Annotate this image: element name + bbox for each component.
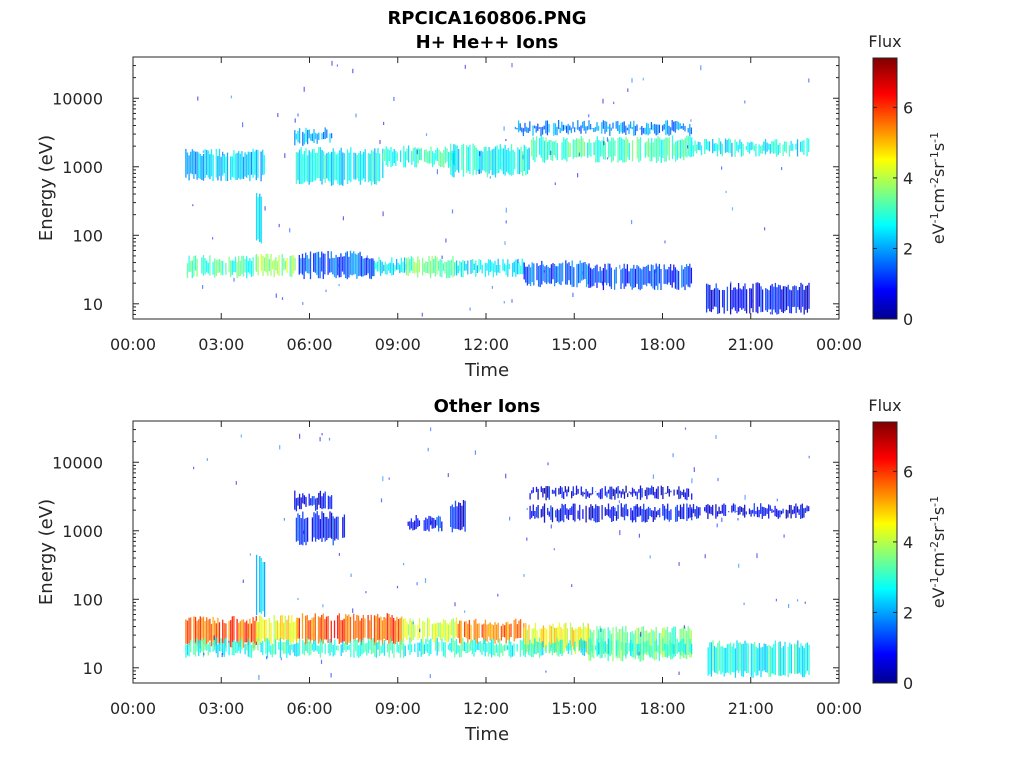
flux-band (455, 258, 525, 278)
flux-band (457, 618, 525, 645)
flux-band (295, 147, 384, 186)
flux-band (185, 637, 693, 658)
panel-title: H+ He++ Ions (416, 32, 559, 53)
flux-band (407, 515, 443, 532)
x-tick-label: 00:00 (110, 699, 156, 718)
flux-band (255, 253, 296, 278)
flux-band (255, 615, 298, 646)
flux-band (450, 143, 530, 178)
flux-band (297, 613, 403, 646)
x-tick-label: 15:00 (551, 335, 597, 354)
x-tick-label: 03:00 (198, 699, 244, 718)
colorbar-tick-label: 0 (903, 674, 913, 693)
y-tick-label: 10 (83, 659, 103, 678)
y-tick-label: 1000 (62, 522, 103, 541)
panel-h-he-ions: H+ He++ Ions 00:00 03:00 06:00 09:00 12:00 15… (36, 32, 948, 381)
flux-band (185, 148, 265, 182)
x-tick-label: 12:00 (463, 699, 509, 718)
panel-title: Other Ions (434, 396, 541, 417)
y-tick-label: 10 (83, 295, 103, 314)
flux-band (382, 145, 456, 168)
x-axis: 00:00 03:00 06:00 09:00 12:00 15:00 18:00 21:00… (110, 421, 862, 718)
flux-band (255, 193, 263, 244)
spectrogram-noise (193, 427, 810, 680)
colorbar-title: Flux (868, 396, 901, 415)
y-axis: 10 100 1000 10000 (52, 420, 839, 684)
colorbar-tick-label: 6 (903, 462, 913, 481)
flux-band (186, 255, 257, 279)
colorbar-label: eV-1cm-2sr-1s-1 (928, 132, 949, 244)
x-tick-label: 15:00 (551, 699, 597, 718)
x-tick-label: 21:00 (728, 335, 774, 354)
colorbar-tick-label: 0 (903, 310, 913, 329)
y-tick-label: 1000 (62, 158, 103, 177)
x-tick-label: 06:00 (286, 699, 332, 718)
flux-band (295, 511, 346, 546)
flux-band (298, 250, 374, 280)
flux-band (529, 503, 693, 523)
spectrogram-area (185, 120, 810, 315)
flux-band (691, 137, 810, 157)
x-axis-label: Time (464, 724, 509, 745)
colorbar-tick-label: 2 (903, 239, 913, 258)
colorbar (872, 57, 898, 320)
x-tick-label: 21:00 (728, 699, 774, 718)
flux-band (255, 554, 266, 617)
y-tick-label: 100 (72, 226, 103, 245)
flux-band (514, 120, 693, 137)
flux-band (373, 257, 407, 277)
y-axis: 10 100 1000 10000 (52, 56, 839, 320)
flux-band (294, 127, 333, 146)
y-axis-label: Energy (eV) (36, 135, 57, 241)
colorbar-ticks: 0 2 4 6 (873, 98, 913, 329)
flux-band (588, 263, 693, 291)
flux-band (531, 135, 693, 163)
x-tick-label: 03:00 (198, 335, 244, 354)
colorbar-tick-label: 4 (903, 169, 913, 188)
x-axis-label: Time (464, 360, 509, 381)
x-tick-label: 09:00 (375, 699, 421, 718)
flux-band (691, 503, 810, 519)
spectrogram-area (185, 485, 810, 678)
y-tick-label: 10000 (52, 89, 103, 108)
colorbar-tick-label: 2 (903, 603, 913, 622)
figure-title: RPCICA160806.PNG (387, 8, 586, 29)
colorbar-label: eV-1cm-2sr-1s-1 (928, 496, 949, 608)
x-tick-label: 18:00 (639, 699, 685, 718)
colorbar-tick-label: 6 (903, 98, 913, 117)
flux-band (450, 500, 466, 533)
y-tick-label: 10000 (52, 453, 103, 472)
x-tick-label: 00:00 (816, 335, 862, 354)
panel-other-ions: Other Ions 00:00 03:00 06:00 09:00 12:00 15:0… (36, 396, 948, 745)
x-tick-label: 06:00 (286, 335, 332, 354)
x-tick-label: 09:00 (375, 335, 421, 354)
spectrogram-noise (192, 60, 810, 317)
x-tick-label: 18:00 (639, 335, 685, 354)
colorbar-title: Flux (868, 32, 901, 51)
x-axis: 00:00 03:00 06:00 09:00 12:00 15:00 18:00 21:00… (110, 57, 862, 354)
flux-band (402, 617, 458, 643)
y-axis-label: Energy (eV) (36, 499, 57, 605)
y-tick-label: 100 (72, 590, 103, 609)
x-tick-label: 12:00 (463, 335, 509, 354)
x-tick-label: 00:00 (816, 699, 862, 718)
flux-band (705, 282, 810, 315)
colorbar (872, 421, 898, 684)
flux-band (523, 260, 589, 288)
flux-band (707, 640, 810, 678)
flux-band (529, 485, 693, 501)
flux-band (294, 490, 333, 512)
colorbar-tick-label: 4 (903, 533, 913, 552)
x-tick-label: 00:00 (110, 335, 156, 354)
flux-band (405, 255, 457, 279)
plot-frame (132, 56, 840, 320)
colorbar-ticks: 0 2 4 6 (873, 462, 913, 693)
